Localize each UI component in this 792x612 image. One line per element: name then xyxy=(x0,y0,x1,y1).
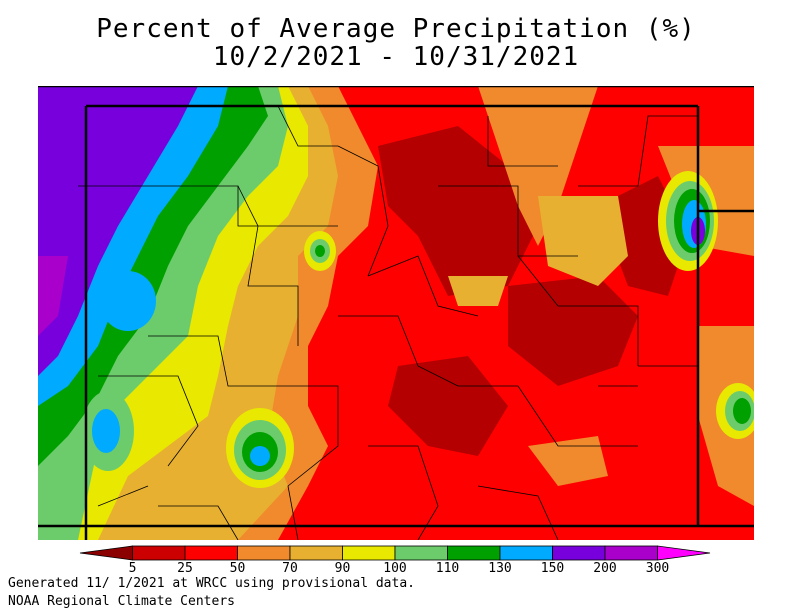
legend-tick-label: 70 xyxy=(282,561,298,576)
region-west-blue-pocket xyxy=(100,271,156,331)
legend-swatch xyxy=(132,545,186,561)
region-dark-red-south xyxy=(388,356,508,456)
legend-swatch xyxy=(552,545,606,561)
legend-tick-label: 5 xyxy=(129,561,137,576)
map-title: Percent of Average Precipitation (%) xyxy=(96,14,696,44)
region-purple-northwest xyxy=(38,86,198,376)
legend-color-bar xyxy=(79,545,711,561)
legend-tick-label: 150 xyxy=(541,561,564,576)
legend-tick-label: 25 xyxy=(177,561,193,576)
legend-swatch xyxy=(79,545,133,561)
region-dark-red-north xyxy=(378,126,538,296)
legend-swatch xyxy=(447,545,501,561)
legend-tick-label: 90 xyxy=(335,561,351,576)
legend-swatch xyxy=(499,545,553,561)
legend-swatch xyxy=(604,545,658,561)
footer-source: NOAA Regional Climate Centers xyxy=(8,594,235,609)
region-light-orange-east xyxy=(538,196,628,286)
region-sw-anomaly-blue xyxy=(250,446,270,466)
legend-tick-label: 110 xyxy=(436,561,459,576)
region-west-blue-pocket-south xyxy=(92,409,120,453)
region-orange-southeast xyxy=(528,436,608,486)
region-magenta-west xyxy=(38,256,68,336)
legend-tick-label: 100 xyxy=(383,561,406,576)
legend-swatch xyxy=(184,545,238,561)
region-light-orange-central xyxy=(448,276,508,306)
legend-swatch xyxy=(289,545,343,561)
legend-swatch xyxy=(394,545,448,561)
region-central-anomaly-green xyxy=(315,245,325,257)
state-boundaries xyxy=(38,86,754,540)
legend-tick-label: 200 xyxy=(593,561,616,576)
legend-swatch xyxy=(657,545,711,561)
region-dark-red-central xyxy=(508,276,638,386)
footer-generated-note: Generated 11/ 1/2021 at WRCC using provi… xyxy=(8,576,415,591)
legend-tick-label: 130 xyxy=(488,561,511,576)
legend-tick-label: 300 xyxy=(646,561,669,576)
precipitation-map xyxy=(38,86,754,540)
county-boundaries xyxy=(78,105,699,540)
legend-swatch xyxy=(237,545,291,561)
region-se-anomaly-green xyxy=(733,398,751,424)
legend-tick-labels: 5 25 50 70 90 100 110 130 150 200 300 xyxy=(129,561,670,576)
legend-swatch xyxy=(342,545,396,561)
color-legend: 5 25 50 70 90 100 110 130 150 200 300 xyxy=(79,545,711,576)
legend-tick-label: 50 xyxy=(230,561,246,576)
map-date-range: 10/2/2021 - 10/31/2021 xyxy=(212,42,580,72)
